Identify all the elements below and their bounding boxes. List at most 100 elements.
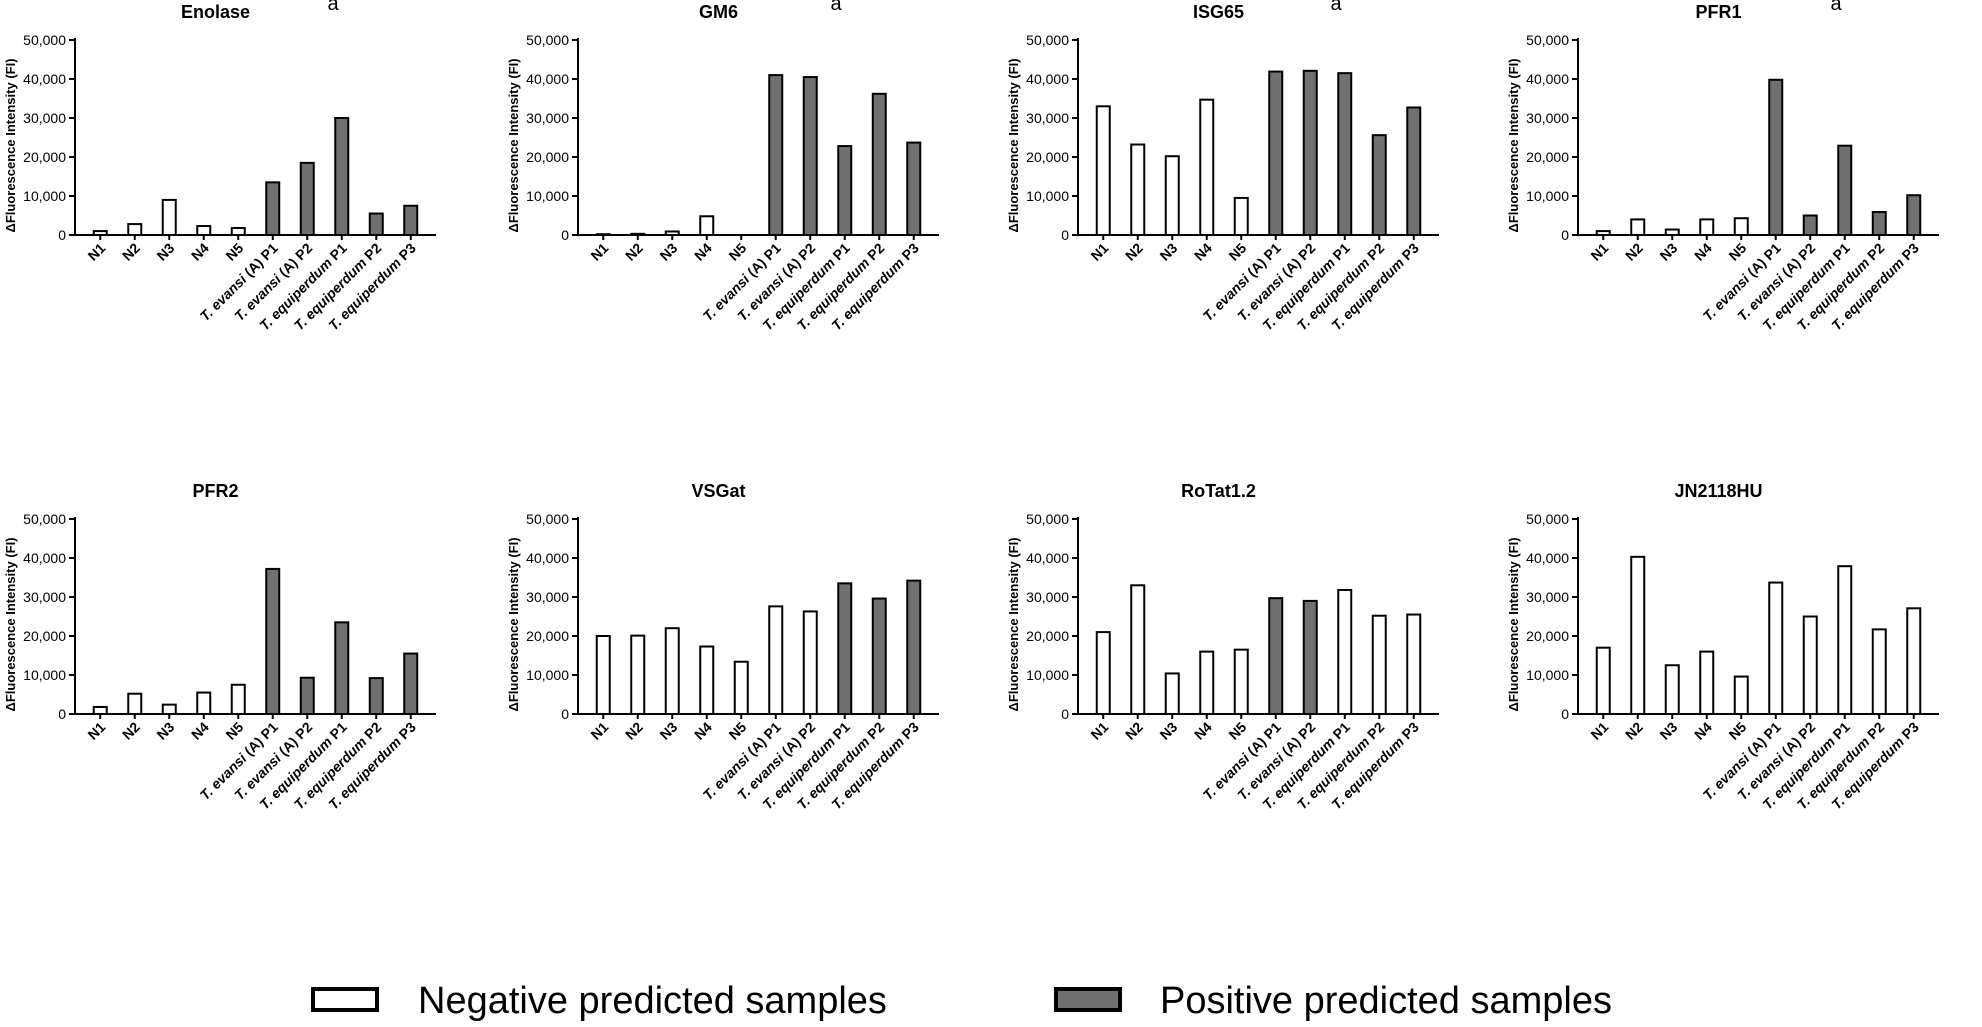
y-tick-label: 10,000	[23, 667, 66, 683]
bar	[127, 692, 143, 715]
bar	[1699, 218, 1715, 236]
bar	[1595, 646, 1611, 716]
x-tick-label: N4	[1691, 240, 1715, 264]
x-tick-label: N1	[84, 719, 108, 743]
y-axis-label: ΔFluorescence Intensity (FI)	[1506, 58, 1521, 232]
bar	[1337, 72, 1353, 237]
y-tick-label: 40,000	[1526, 71, 1569, 87]
y-tick-label: 20,000	[1026, 628, 1069, 644]
chart-title: GM6	[699, 2, 738, 22]
y-tick-label: 40,000	[23, 71, 66, 87]
y-tick-label: 40,000	[23, 550, 66, 566]
bar	[368, 677, 384, 715]
bar	[1233, 196, 1249, 236]
bar	[334, 117, 350, 236]
chart-pfr1: PFR1 a ΔFluorescence Intensity (FI) 0 10,000…	[1506, 0, 1939, 333]
chart-title-suffix: a	[831, 0, 843, 15]
y-tick-label: 10,000	[1526, 667, 1569, 683]
bar	[1906, 194, 1922, 236]
legend: Negative predicted samples Positive pred…	[311, 980, 1612, 1022]
bar	[1130, 143, 1146, 237]
bar	[664, 627, 680, 716]
x-tick-label: N4	[188, 240, 212, 264]
y-tick-label: 50,000	[1526, 511, 1569, 527]
y-tick-label: 30,000	[23, 110, 66, 126]
bar	[127, 223, 143, 237]
chart-enolase: Enolase a ΔFluorescence Intensity (FI) 0 10,…	[3, 0, 436, 333]
bar	[768, 605, 784, 715]
legend-positive-swatch	[1054, 987, 1122, 1012]
y-tick-label: 0	[1561, 227, 1569, 243]
bar	[1699, 650, 1715, 715]
y-tick-label: 0	[561, 706, 569, 722]
x-tick-label: N1	[587, 240, 611, 264]
y-tick-label: 50,000	[23, 511, 66, 527]
x-tick-label: N2	[622, 719, 646, 743]
bar	[1837, 565, 1853, 715]
chart-vsgat: VSGat ΔFluorescence Intensity (FI) 0 10,000…	[506, 481, 939, 812]
x-tick-label: N2	[119, 240, 143, 264]
bar	[1406, 106, 1422, 236]
x-tick-label: N2	[1122, 240, 1146, 264]
bar	[1164, 672, 1180, 716]
bar	[161, 198, 177, 236]
bar	[1871, 628, 1887, 715]
bar	[1733, 675, 1749, 715]
x-tick-label: N1	[1087, 240, 1111, 264]
bar	[1837, 144, 1853, 236]
x-tick-label: N4	[691, 240, 715, 264]
x-tick-label: N5	[222, 719, 246, 743]
bar	[1268, 70, 1284, 236]
y-tick-label: 40,000	[526, 550, 569, 566]
x-tick-label: N3	[153, 719, 177, 743]
bar	[802, 610, 818, 715]
y-tick-label: 20,000	[1026, 149, 1069, 165]
x-tick-label: N4	[1191, 719, 1215, 743]
bar	[630, 634, 646, 715]
y-tick-label: 50,000	[1026, 511, 1069, 527]
bar	[403, 652, 419, 715]
y-tick-label: 10,000	[1526, 188, 1569, 204]
bar	[1802, 615, 1818, 715]
x-tick-label: N4	[1691, 719, 1715, 743]
x-tick-label: N1	[1087, 719, 1111, 743]
y-tick-label: 40,000	[1026, 550, 1069, 566]
y-tick-label: 20,000	[526, 628, 569, 644]
bar	[1802, 214, 1818, 236]
x-tick-label: N5	[1725, 719, 1749, 743]
y-tick-label: 30,000	[23, 589, 66, 605]
bar	[299, 161, 315, 237]
chart-gm6: GM6 a ΔFluorescence Intensity (FI) 0 10,000 2…	[506, 0, 939, 333]
y-tick-label: 0	[1561, 706, 1569, 722]
chart-title: VSGat	[691, 481, 745, 501]
bar	[230, 683, 246, 715]
x-tick-label: N2	[1622, 719, 1646, 743]
x-tick-label: N2	[119, 719, 143, 743]
y-axis-label: ΔFluorescence Intensity (FI)	[506, 537, 521, 711]
chart-title-suffix: a	[328, 0, 340, 15]
bar	[196, 691, 212, 715]
x-tick-label: N3	[153, 240, 177, 264]
bar	[1871, 210, 1887, 237]
bar	[802, 76, 818, 236]
bar	[161, 703, 177, 716]
bar	[196, 225, 212, 236]
chart-isg65: ISG65 a ΔFluorescence Intensity (FI) 0 10,00…	[1006, 0, 1439, 333]
y-axis-label: ΔFluorescence Intensity (FI)	[3, 58, 18, 232]
bar	[1268, 597, 1284, 715]
bar	[1768, 581, 1784, 715]
bar	[265, 181, 281, 237]
bar	[1302, 69, 1318, 236]
bar	[1664, 664, 1680, 715]
bar	[1233, 648, 1249, 716]
bar	[1302, 599, 1318, 716]
chart-pfr2: PFR2 ΔFluorescence Intensity (FI) 0 10,000 2…	[3, 481, 436, 812]
bar	[230, 226, 246, 236]
bar	[1371, 134, 1387, 236]
y-axis-label: ΔFluorescence Intensity (FI)	[1006, 58, 1021, 232]
bar	[1630, 555, 1646, 716]
y-tick-label: 20,000	[23, 628, 66, 644]
y-tick-label: 10,000	[1026, 188, 1069, 204]
x-tick-label: N3	[1656, 240, 1680, 264]
y-axis-label: ΔFluorescence Intensity (FI)	[506, 58, 521, 232]
